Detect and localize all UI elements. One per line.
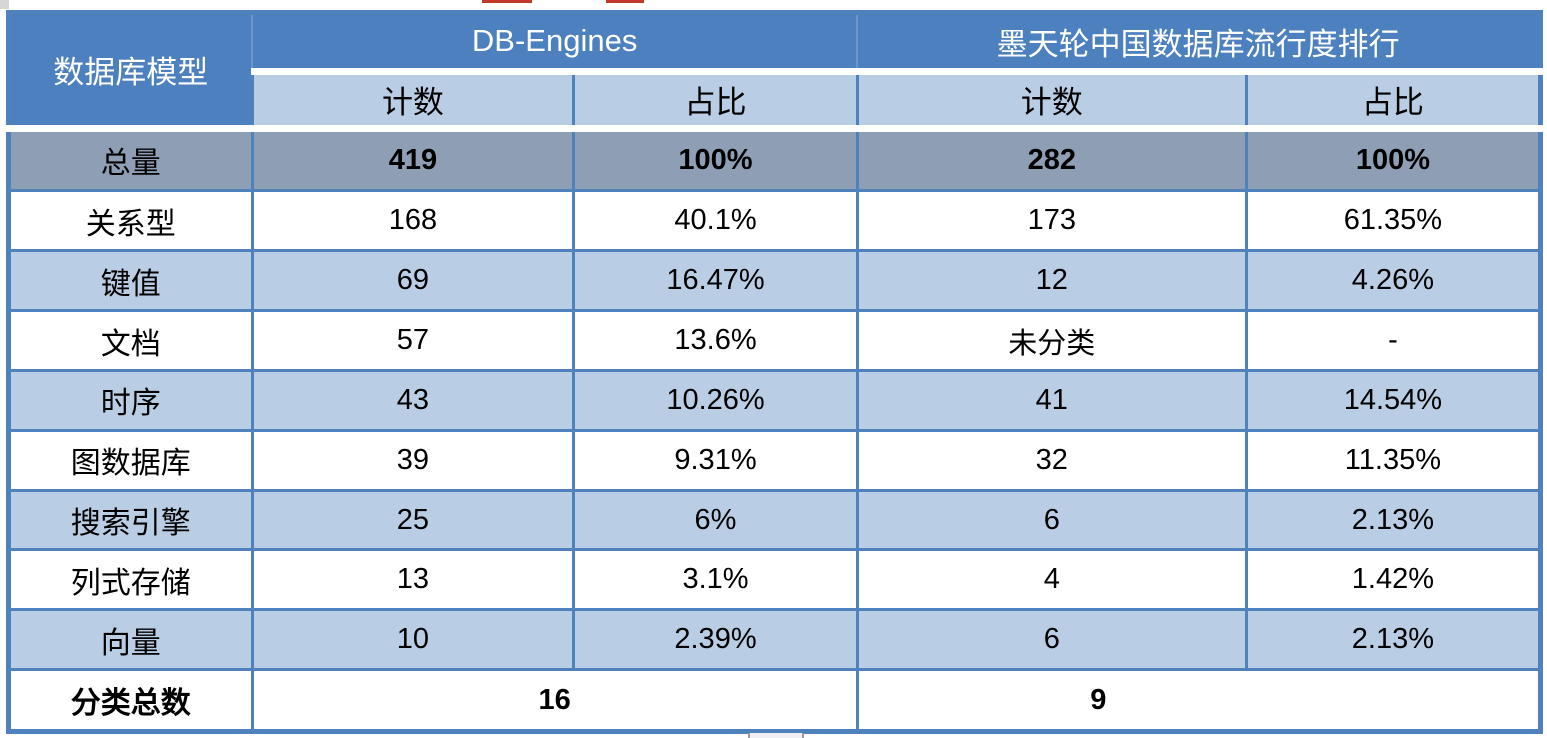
group-header-db-engines: DB-Engines — [251, 11, 859, 75]
cell-value: 3.1% — [572, 548, 859, 612]
table-row: 图数据库 39 9.31% 32 11.35% — [7, 428, 1543, 492]
scrollbar-artifact — [748, 733, 804, 738]
subheader-count-db-engines: 计数 — [250, 67, 576, 132]
cell-value: 43 — [250, 368, 576, 432]
cell-value: 168 — [250, 189, 576, 253]
table-row: 时序 43 10.26% 41 14.54% — [7, 368, 1543, 432]
cell-value: 61.35% — [1244, 189, 1543, 253]
cell-value: 16.47% — [572, 249, 859, 313]
cell-value: 6 — [855, 608, 1248, 672]
row-label: 总量 — [7, 126, 254, 193]
cell-value: 39 — [250, 428, 576, 492]
cropped-text-artifact — [482, 0, 532, 3]
row-label: 图数据库 — [7, 428, 254, 492]
table-row: 文档 57 13.6% 未分类 - — [7, 309, 1543, 372]
row-label: 关系型 — [7, 189, 254, 253]
cell-value: 14.54% — [1244, 368, 1543, 432]
row-label: 分类总数 — [7, 668, 254, 733]
comparison-table: 数据库模型 DB-Engines 墨天轮中国数据库流行度排行 计数 占比 计数 … — [6, 10, 1543, 734]
cell-value: 2.13% — [1244, 608, 1543, 672]
cell-value: 100% — [572, 126, 859, 193]
table-row: 搜索引擎 25 6% 6 2.13% — [7, 488, 1543, 552]
cropped-text-artifact — [606, 0, 644, 3]
table-row: 列式存储 13 3.1% 4 1.42% — [7, 548, 1543, 612]
cell-value: 282 — [855, 126, 1248, 193]
cell-value: 2.39% — [572, 608, 859, 672]
cell-value: 1.42% — [1244, 548, 1543, 612]
cell-value: 4 — [855, 548, 1248, 612]
cell-value: 12 — [855, 249, 1248, 313]
group-header-row: 数据库模型 DB-Engines 墨天轮中国数据库流行度排行 — [7, 11, 1542, 132]
cell-value: 16 — [250, 668, 859, 733]
cell-value: 10.26% — [572, 368, 859, 432]
table-row: 关系型 168 40.1% 173 61.35% — [7, 189, 1543, 253]
cell-value: 11.35% — [1244, 428, 1543, 492]
cell-value: 40.1% — [572, 189, 859, 253]
cell-value: 9.31% — [572, 428, 859, 492]
cell-value: 6% — [572, 488, 859, 552]
row-label: 列式存储 — [7, 548, 254, 612]
cell-value: 2.13% — [1244, 488, 1543, 552]
group-header-modb-ranking: 墨天轮中国数据库流行度排行 — [856, 11, 1542, 75]
cell-value: 6 — [855, 488, 1248, 552]
row-label: 文档 — [7, 309, 254, 372]
cell-value: 13 — [250, 548, 576, 612]
row-label: 时序 — [7, 368, 254, 432]
corner-artifact — [0, 0, 9, 9]
row-label: 向量 — [7, 608, 254, 672]
subheader-share-modb: 占比 — [1244, 67, 1543, 132]
subheader-count-modb: 计数 — [855, 67, 1248, 132]
cell-value: 未分类 — [855, 309, 1248, 372]
cell-value: 100% — [1244, 126, 1543, 193]
cell-value: 57 — [250, 309, 576, 372]
cell-value: 4.26% — [1244, 249, 1543, 313]
table-row: 键值 69 16.47% 12 4.26% — [7, 249, 1543, 313]
cell-value: 69 — [250, 249, 576, 313]
cell-value: 173 — [855, 189, 1248, 253]
sub-header-row: 计数 占比 计数 占比 — [9, 67, 1543, 132]
table-row: 向量 10 2.39% 6 2.13% — [7, 608, 1543, 672]
table-row-category-totals: 分类总数 16 9 — [7, 668, 1543, 733]
subheader-share-db-engines: 占比 — [572, 67, 859, 132]
cell-value: 9 — [855, 668, 1543, 733]
database-model-comparison-table: 数据库模型 DB-Engines 墨天轮中国数据库流行度排行 计数 占比 计数 … — [6, 10, 1543, 734]
corner-header: 数据库模型 — [7, 11, 254, 132]
cell-value: 13.6% — [572, 309, 859, 372]
cell-value: 10 — [250, 608, 576, 672]
row-label: 键值 — [7, 249, 254, 313]
table-row-total: 总量 419 100% 282 100% — [7, 126, 1543, 193]
cell-value: - — [1244, 309, 1543, 372]
cell-value: 25 — [250, 488, 576, 552]
row-label: 搜索引擎 — [7, 488, 254, 552]
cell-value: 419 — [250, 126, 576, 193]
cell-value: 32 — [855, 428, 1248, 492]
cell-value: 41 — [855, 368, 1248, 432]
